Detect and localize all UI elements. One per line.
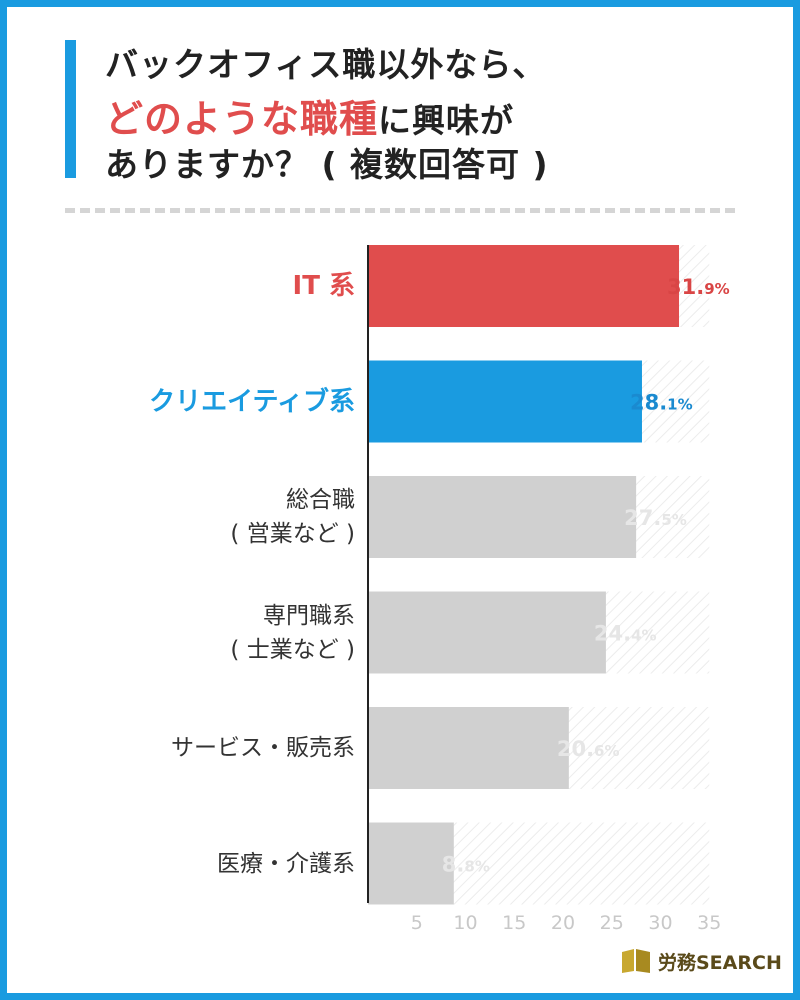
value-label: 27.5% — [624, 506, 687, 530]
book-logo-icon — [622, 949, 650, 973]
category-label: クリエイティブ系 — [149, 385, 355, 419]
category-label-line: クリエイティブ系 — [149, 386, 355, 417]
category-label-line: 総合職 — [286, 487, 355, 513]
x-tick-label: 15 — [502, 912, 526, 934]
dashed-divider — [65, 208, 735, 213]
category-label-line: 専門職系 — [263, 602, 355, 629]
category-label-line: ( 営業など ) — [230, 521, 355, 547]
category-label: IT 系 — [293, 269, 355, 303]
title-line-2: どのような職種に興味が — [105, 88, 514, 143]
category-label-line: ( 士業など ) — [230, 636, 355, 663]
x-tick-label: 30 — [648, 912, 672, 934]
x-tick-label: 35 — [697, 912, 721, 934]
bar — [368, 822, 454, 905]
category-label: サービス・販売系 — [171, 731, 355, 765]
category-label: 専門職系 ( 士業など ) — [230, 599, 355, 667]
bar — [368, 245, 680, 327]
bar — [368, 476, 637, 558]
category-label-line: サービス・販売系 — [171, 735, 355, 761]
value-label: 20.6% — [557, 737, 620, 761]
title-accent-bar — [65, 40, 76, 178]
x-tick-label: 10 — [453, 912, 477, 934]
bar — [368, 360, 642, 443]
bar — [368, 707, 569, 789]
category-label: 医療・介護系 — [217, 847, 355, 881]
category-label-line: 医療・介護系 — [217, 850, 355, 877]
value-label: 31.9% — [667, 275, 730, 299]
logo-text: 労務SEARCH — [658, 951, 782, 974]
category-label-line: IT 系 — [292, 271, 355, 301]
value-label: 28.1% — [630, 391, 693, 415]
title-line-3: ありますか？ ( 複数回答可 ) — [105, 145, 549, 184]
title-line-1: バックオフィス職以外なら、 — [105, 45, 547, 84]
title-line-2-rest: に興味が — [378, 101, 515, 140]
x-tick-label: 5 — [411, 912, 423, 934]
brand-logo: 労務SEARCH — [620, 946, 782, 976]
bar — [368, 591, 606, 674]
x-tick-label: 25 — [600, 912, 624, 934]
category-label: 総合職 ( 営業など ) — [230, 483, 355, 551]
x-tick-label: 20 — [551, 912, 575, 934]
title-highlight: どのような職種 — [105, 97, 379, 141]
value-label: 24.4% — [594, 622, 657, 646]
value-label: 8.8% — [442, 853, 490, 877]
